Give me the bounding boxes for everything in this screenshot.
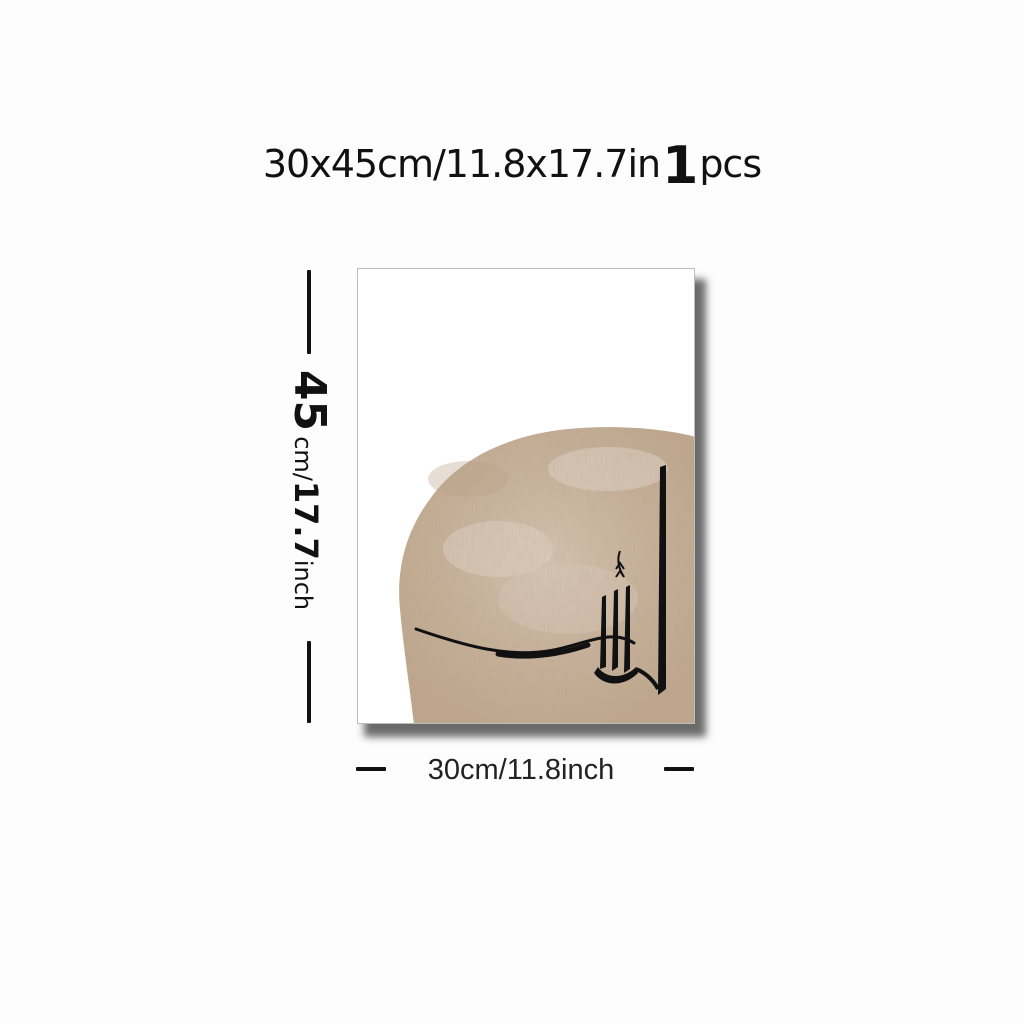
quantity-number: 1 [662,136,698,196]
poster-artwork [399,427,694,723]
width-marker-left [356,767,386,771]
size-text: 30x45cm/11.8x17.7in [262,142,661,186]
width-marker-right [664,767,694,771]
poster-print [357,268,695,724]
height-unit-inch: inch [289,559,317,611]
height-inches: 17.7 [287,480,325,560]
height-marker-top [307,270,311,354]
calligraphy [414,465,666,695]
height-marker-bottom [307,641,311,723]
height-number: 45 [284,369,335,432]
height-unit-cm: cm/ [289,436,317,481]
size-title: 30x45cm/11.8x17.7in1pcs [0,136,1024,194]
quantity-unit: pcs [699,142,762,186]
watercolor-circle [399,427,694,723]
height-label: 45 cm/17.7inch [284,370,335,611]
width-label: 30cm/11.8inch [427,754,615,786]
